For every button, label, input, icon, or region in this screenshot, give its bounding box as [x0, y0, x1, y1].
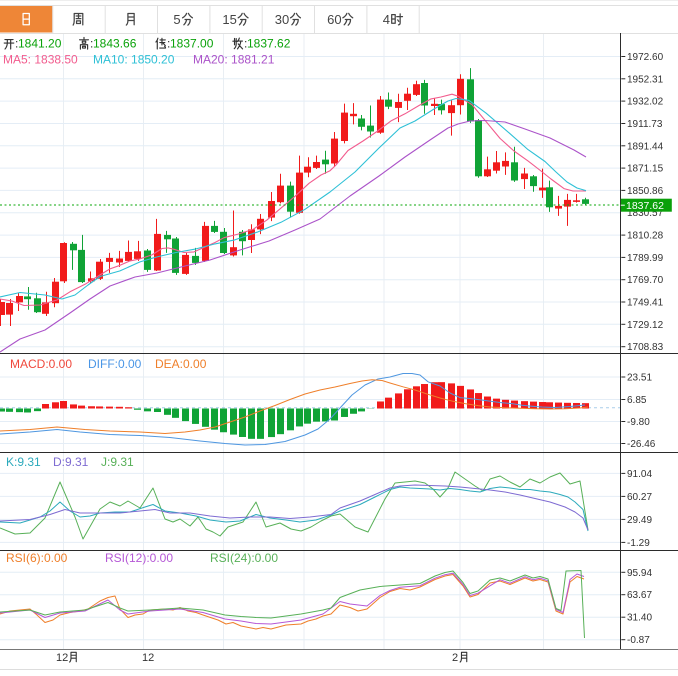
svg-text:30: 30	[275, 12, 289, 27]
svg-text:63.67: 63.67	[627, 590, 652, 601]
svg-text:12: 12	[142, 652, 154, 664]
svg-text:MA5: 1838.50: MA5: 1838.50	[3, 53, 78, 67]
svg-text:MA10: 1850.20: MA10: 1850.20	[93, 53, 175, 67]
svg-text:60.27: 60.27	[627, 492, 652, 503]
svg-text:DIFF:0.00: DIFF:0.00	[88, 357, 142, 371]
svg-text:-26.46: -26.46	[627, 439, 656, 450]
svg-text:1837.00: 1837.00	[170, 37, 214, 51]
svg-text:2: 2	[452, 652, 458, 664]
svg-text:91.04: 91.04	[627, 469, 652, 480]
svg-text:1891.44: 1891.44	[627, 141, 664, 152]
svg-text:1810.28: 1810.28	[627, 231, 664, 242]
svg-text:-1.29: -1.29	[627, 538, 650, 549]
svg-text::: :	[90, 37, 93, 51]
svg-text:MACD:0.00: MACD:0.00	[10, 357, 72, 371]
svg-text:1841.20: 1841.20	[18, 37, 62, 51]
svg-text:-9.80: -9.80	[627, 417, 650, 428]
svg-text:1932.02: 1932.02	[627, 97, 664, 108]
svg-text::: :	[244, 37, 247, 51]
svg-text:1850.86: 1850.86	[627, 186, 664, 197]
svg-text:1843.66: 1843.66	[93, 37, 137, 51]
svg-text:DEA:0.00: DEA:0.00	[155, 357, 207, 371]
svg-text:1911.73: 1911.73	[627, 119, 663, 130]
svg-text:D:9.31: D:9.31	[53, 455, 89, 469]
svg-text:23.51: 23.51	[627, 373, 652, 384]
svg-text:5: 5	[173, 12, 180, 27]
svg-text:1837.62: 1837.62	[247, 37, 291, 51]
svg-text:J:9.31: J:9.31	[101, 455, 134, 469]
svg-text:1789.99: 1789.99	[627, 253, 664, 264]
svg-text:31.40: 31.40	[627, 613, 652, 624]
svg-text:RSI(24):0.00: RSI(24):0.00	[210, 551, 278, 565]
svg-text:-0.87: -0.87	[627, 635, 650, 646]
svg-text:6.85: 6.85	[627, 395, 647, 406]
svg-text:1830.57: 1830.57	[627, 208, 664, 219]
svg-text:4: 4	[383, 12, 390, 27]
svg-text:RSI(12):0.00: RSI(12):0.00	[105, 551, 173, 565]
svg-text:95.94: 95.94	[627, 568, 652, 579]
svg-text::: :	[15, 37, 18, 51]
svg-text:1769.70: 1769.70	[627, 275, 664, 286]
svg-text:MA20: 1881.21: MA20: 1881.21	[193, 53, 275, 67]
svg-text:1729.12: 1729.12	[627, 320, 664, 331]
svg-text:1871.15: 1871.15	[627, 164, 664, 175]
svg-text:60: 60	[327, 12, 341, 27]
svg-text:1749.41: 1749.41	[627, 298, 664, 309]
svg-text:15: 15	[222, 12, 236, 27]
svg-text:1972.60: 1972.60	[627, 52, 664, 63]
svg-text:K:9.31: K:9.31	[6, 455, 41, 469]
svg-text:RSI(6):0.00: RSI(6):0.00	[6, 551, 68, 565]
svg-text::: :	[167, 37, 170, 51]
svg-text:12: 12	[56, 652, 68, 664]
svg-text:1837.62: 1837.62	[626, 200, 664, 212]
svg-text:1952.31: 1952.31	[627, 74, 664, 85]
svg-text:1708.83: 1708.83	[627, 342, 664, 353]
svg-text:29.49: 29.49	[627, 515, 652, 526]
